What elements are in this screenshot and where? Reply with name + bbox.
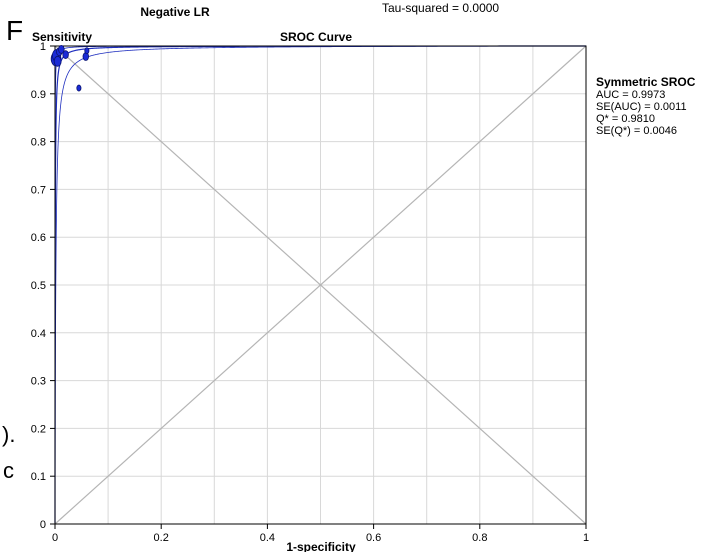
tau-squared-text: Tau-squared = 0.0000 [382, 1, 499, 15]
y-axis-ticks: 0 0.1 0.2 0.3 0.4 0.5 0.6 0.7 0.8 0.9 1 [31, 41, 55, 531]
y-tick-label: 0.4 [31, 328, 46, 340]
study-point [76, 84, 82, 92]
y-tick-label: 0.5 [31, 280, 46, 292]
x-tick-label: 0.6 [366, 532, 381, 544]
study-point [58, 44, 65, 54]
study-points [50, 44, 90, 92]
y-tick-label: 0 [40, 519, 46, 531]
study-point [62, 50, 69, 60]
y-tick-label: 0.9 [31, 89, 46, 101]
sroc-stat-auc: AUC = 0.9973 [596, 89, 665, 101]
sroc-summary-box: Symmetric SROC AUC = 0.9973 SE(AUC) = 0.… [596, 75, 696, 137]
y-tick-label: 0.2 [31, 423, 46, 435]
y-tick-label: 0.1 [31, 471, 46, 483]
y-tick-label: 1 [40, 41, 46, 53]
study-point [53, 55, 62, 67]
chart-title: SROC Curve [280, 30, 352, 44]
symmetry-diagonal [54, 45, 587, 525]
left-edge-fragment-1: ). [2, 422, 15, 447]
x-tick-label: 0.8 [472, 532, 487, 544]
y-axis-label: Sensitivity [32, 30, 92, 44]
sroc-heading: Symmetric SROC [596, 75, 696, 89]
sroc-stat-q: Q* = 0.9810 [596, 113, 655, 125]
x-axis-ticks: 0 0.2 0.4 0.6 0.8 1 [52, 524, 589, 544]
sroc-stat-se-q: SE(Q*) = 0.0046 [596, 125, 677, 137]
study-point [84, 47, 90, 55]
x-tick-label: 0.2 [154, 532, 169, 544]
panel-letter: F [6, 15, 23, 46]
x-axis-label: 1-specificity [286, 540, 356, 552]
left-edge-fragment-2: c [3, 458, 14, 483]
x-tick-label: 1 [583, 532, 589, 544]
y-tick-label: 0.6 [31, 232, 46, 244]
sroc-stat-se-auc: SE(AUC) = 0.0011 [596, 101, 687, 113]
top-left-title: Negative LR [140, 5, 210, 19]
reference-diagonals [54, 45, 587, 525]
y-tick-label: 0.8 [31, 137, 46, 149]
y-tick-label: 0.3 [31, 376, 46, 388]
x-tick-label: 0.4 [260, 532, 275, 544]
y-tick-label: 0.7 [31, 184, 46, 196]
x-tick-label: 0 [52, 532, 58, 544]
